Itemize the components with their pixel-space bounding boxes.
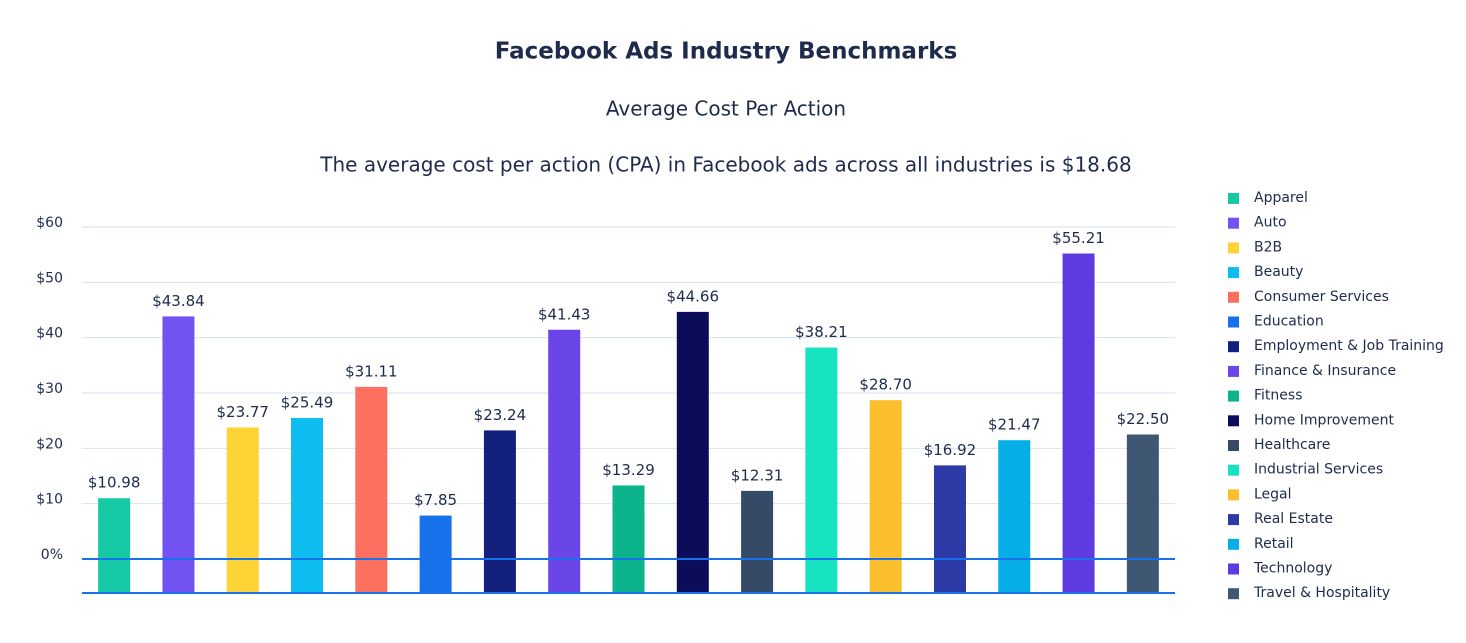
icon-strip [1062, 559, 1095, 593]
value-label: $10.98 [88, 474, 141, 492]
value-label: $21.47 [988, 416, 1041, 434]
value-label: $55.21 [1052, 229, 1105, 247]
legend-label: Technology [1253, 561, 1332, 577]
bar [933, 465, 966, 559]
legend-label: Auto [1254, 215, 1287, 231]
legend-label: Beauty [1254, 264, 1303, 280]
bar [355, 386, 388, 559]
legend-swatch [1228, 489, 1239, 501]
value-label: $22.50 [1117, 410, 1170, 428]
legend-swatch [1228, 440, 1239, 451]
value-label: $23.77 [216, 403, 269, 421]
icon-strip [98, 559, 131, 593]
bar [612, 485, 645, 559]
bar [419, 515, 452, 559]
bar [741, 490, 774, 559]
legend-swatch [1228, 267, 1239, 279]
legend-swatch [1228, 390, 1239, 402]
bar [291, 417, 324, 559]
bar [869, 400, 902, 559]
value-label: $12.31 [731, 466, 784, 484]
bar [998, 440, 1031, 559]
icon-strip [291, 559, 324, 593]
legend-label: Apparel [1254, 190, 1308, 206]
legend-swatch [1228, 538, 1239, 550]
legend-swatch [1228, 563, 1239, 575]
icon-strip [741, 559, 774, 593]
legend-swatch [1228, 193, 1239, 204]
icon-strip [483, 559, 516, 593]
value-label: $43.84 [152, 292, 205, 310]
legend-swatch [1228, 514, 1239, 526]
icon-strip [162, 559, 195, 593]
y-tick-label: $40 [36, 326, 63, 342]
legend-label: Legal [1254, 486, 1292, 502]
bar [98, 498, 131, 559]
bar [162, 316, 195, 559]
icon-strip [998, 559, 1031, 593]
legend-swatch [1228, 464, 1239, 476]
icon-strip [548, 559, 581, 593]
legend-label: Real Estate [1254, 511, 1333, 527]
legend-swatch [1228, 291, 1239, 303]
value-label: $25.49 [281, 393, 334, 411]
value-label: $44.66 [667, 287, 720, 305]
legend-label: Industrial Services [1254, 462, 1383, 478]
icon-strip [869, 559, 902, 593]
legend-label: B2B [1254, 239, 1282, 255]
legend-label: Finance & Insurance [1254, 363, 1396, 379]
value-label: $13.29 [602, 461, 655, 479]
value-label: $41.43 [538, 305, 591, 323]
bar [548, 329, 581, 559]
icon-strip [805, 559, 838, 593]
legend-swatch [1228, 415, 1239, 427]
legend-label: Consumer Services [1254, 289, 1389, 305]
icon-strip [676, 559, 709, 593]
legend-swatch [1228, 588, 1239, 600]
legend-label: Employment & Job Training [1254, 338, 1444, 354]
bar [483, 430, 516, 559]
legend-label: Retail [1254, 536, 1294, 552]
annotation: The average cost per action (CPA) in Fac… [319, 153, 1131, 177]
legend-swatch [1228, 242, 1239, 254]
value-label: $16.92 [924, 441, 977, 459]
bar [805, 347, 838, 559]
legend-swatch [1228, 341, 1239, 353]
chart-title: Facebook Ads Industry Benchmarks [495, 39, 958, 65]
icon-strip [933, 559, 966, 593]
legend-label: Healthcare [1254, 437, 1330, 453]
value-label: $23.24 [474, 406, 527, 424]
y-tick-label: $20 [36, 436, 63, 452]
legend-label: Home Improvement [1254, 412, 1394, 428]
chart-subtitle: Average Cost Per Action [606, 97, 846, 121]
bar [676, 311, 709, 559]
value-label: $28.70 [859, 376, 912, 394]
bar [226, 427, 259, 559]
y-tick-label: $60 [36, 215, 63, 231]
value-label: $7.85 [414, 491, 457, 509]
legend-label: Travel & Hospitality [1253, 585, 1390, 601]
value-label: $38.21 [795, 323, 848, 341]
value-label: $31.11 [345, 362, 398, 380]
bar [1062, 253, 1095, 559]
legend-swatch [1228, 365, 1239, 377]
icon-strip [612, 559, 645, 593]
y-tick-label: $30 [36, 381, 63, 397]
bar [1126, 434, 1159, 559]
y-tick-label: $50 [36, 270, 63, 286]
icon-strip [226, 559, 259, 593]
y-tick-label: 0% [41, 547, 63, 563]
icon-strip [419, 559, 452, 593]
legend-swatch [1228, 316, 1239, 328]
icon-strip [1126, 559, 1159, 593]
y-tick-label: $10 [36, 492, 63, 508]
legend-label: Fitness [1254, 388, 1303, 404]
legend-swatch [1228, 217, 1239, 229]
legend-label: Education [1254, 314, 1324, 330]
icon-strip [355, 559, 388, 593]
